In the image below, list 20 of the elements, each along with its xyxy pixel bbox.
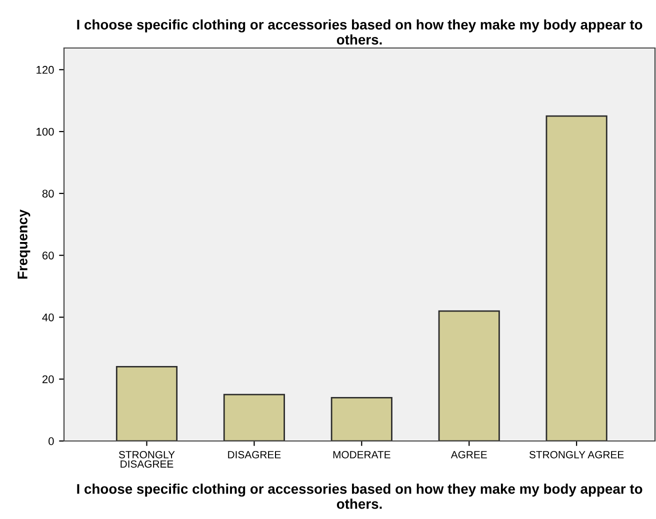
x-axis-title: I choose specific clothing or accessories based on how they make my body appear to others. (77, 484, 642, 509)
y-tick-label: 0 (48, 437, 54, 446)
x-tick-label: DISAGREE (228, 450, 281, 458)
x-tick-label: MODERATE (333, 450, 390, 458)
y-tick-label: 60 (42, 252, 54, 260)
x-tick-label: STRONGLY DISAGREE (118, 450, 175, 468)
y-axis-title: Frequency (18, 209, 30, 279)
x-tick-label: AGREE (450, 450, 487, 458)
bar (438, 310, 500, 441)
bar (223, 394, 285, 441)
bar (330, 396, 392, 441)
y-tick-label: 80 (42, 190, 54, 198)
bar (116, 366, 178, 441)
chart-title: I choose specific clothing or accessories based on how they make my body appear to others. (77, 19, 642, 45)
y-tick-label: 20 (42, 375, 54, 384)
y-tick-label: 120 (36, 66, 54, 74)
y-tick-label: 40 (42, 313, 54, 322)
x-tick-label: STRONGLY AGREE (529, 450, 624, 458)
y-tick-label: 100 (36, 128, 54, 136)
bar (546, 115, 608, 441)
